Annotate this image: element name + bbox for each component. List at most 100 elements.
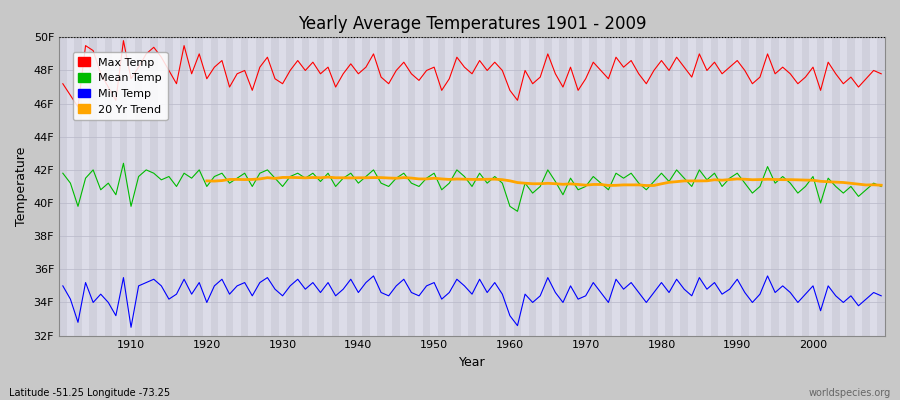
Bar <box>771 37 778 336</box>
Bar <box>309 37 317 336</box>
Bar <box>446 37 453 336</box>
Bar <box>241 37 248 336</box>
Bar <box>415 37 423 336</box>
Bar <box>794 37 802 336</box>
Bar <box>764 37 771 336</box>
Bar <box>400 37 408 336</box>
Bar <box>67 37 74 336</box>
Bar <box>559 37 567 336</box>
Bar <box>271 37 279 336</box>
Y-axis label: Temperature: Temperature <box>15 147 28 226</box>
Legend: Max Temp, Mean Temp, Min Temp, 20 Yr Trend: Max Temp, Mean Temp, Min Temp, 20 Yr Tre… <box>73 52 167 120</box>
Bar <box>248 37 256 336</box>
Bar <box>749 37 756 336</box>
Bar <box>294 37 302 336</box>
Bar <box>423 37 430 336</box>
Bar <box>869 37 878 336</box>
Bar <box>211 37 218 336</box>
Bar <box>279 37 286 336</box>
Bar <box>355 37 362 336</box>
Bar <box>158 37 165 336</box>
Bar <box>150 37 158 336</box>
Bar <box>620 37 627 336</box>
Bar <box>809 37 817 336</box>
Bar <box>536 37 544 336</box>
Bar <box>347 37 355 336</box>
Bar <box>627 37 634 336</box>
Bar <box>233 37 241 336</box>
Bar <box>574 37 582 336</box>
X-axis label: Year: Year <box>459 356 485 369</box>
Bar <box>778 37 787 336</box>
Bar <box>529 37 536 336</box>
Bar <box>840 37 847 336</box>
Bar <box>634 37 643 336</box>
Bar <box>552 37 559 336</box>
Bar <box>59 37 67 336</box>
Bar <box>734 37 741 336</box>
Bar <box>824 37 832 336</box>
Bar <box>597 37 605 336</box>
Bar <box>612 37 620 336</box>
Bar <box>408 37 415 336</box>
Text: Latitude -51.25 Longitude -73.25: Latitude -51.25 Longitude -73.25 <box>9 388 170 398</box>
Bar <box>665 37 673 336</box>
Bar <box>483 37 491 336</box>
Bar <box>286 37 294 336</box>
Bar <box>847 37 855 336</box>
Bar <box>832 37 840 336</box>
Bar <box>302 37 309 336</box>
Bar <box>324 37 332 336</box>
Bar <box>802 37 809 336</box>
Bar <box>605 37 612 336</box>
Bar <box>590 37 597 336</box>
Bar <box>718 37 726 336</box>
Bar <box>726 37 734 336</box>
Bar <box>218 37 226 336</box>
Bar <box>878 37 885 336</box>
Bar <box>567 37 574 336</box>
Bar <box>711 37 718 336</box>
Bar <box>491 37 499 336</box>
Bar <box>89 37 97 336</box>
Bar <box>370 37 377 336</box>
Bar <box>862 37 869 336</box>
Bar <box>120 37 127 336</box>
Bar <box>741 37 749 336</box>
Bar <box>180 37 188 336</box>
Bar <box>476 37 483 336</box>
Bar <box>264 37 271 336</box>
Bar <box>377 37 385 336</box>
Bar <box>104 37 112 336</box>
Bar <box>855 37 862 336</box>
Bar <box>756 37 764 336</box>
Bar <box>453 37 461 336</box>
Bar <box>226 37 233 336</box>
Title: Yearly Average Temperatures 1901 - 2009: Yearly Average Temperatures 1901 - 2009 <box>298 15 646 33</box>
Bar <box>696 37 703 336</box>
Bar <box>165 37 173 336</box>
Bar <box>317 37 324 336</box>
Bar <box>817 37 824 336</box>
Bar <box>127 37 135 336</box>
Bar <box>514 37 521 336</box>
Bar <box>135 37 142 336</box>
Bar <box>506 37 514 336</box>
Bar <box>673 37 680 336</box>
Bar <box>385 37 392 336</box>
Bar <box>544 37 552 336</box>
Bar <box>112 37 120 336</box>
Bar <box>142 37 150 336</box>
Bar <box>256 37 264 336</box>
Bar <box>188 37 195 336</box>
Bar <box>643 37 650 336</box>
Bar <box>468 37 476 336</box>
Bar <box>787 37 794 336</box>
Bar <box>521 37 529 336</box>
Bar <box>680 37 688 336</box>
Bar <box>74 37 82 336</box>
Bar <box>195 37 203 336</box>
Bar <box>203 37 211 336</box>
Bar <box>658 37 665 336</box>
Bar <box>688 37 696 336</box>
